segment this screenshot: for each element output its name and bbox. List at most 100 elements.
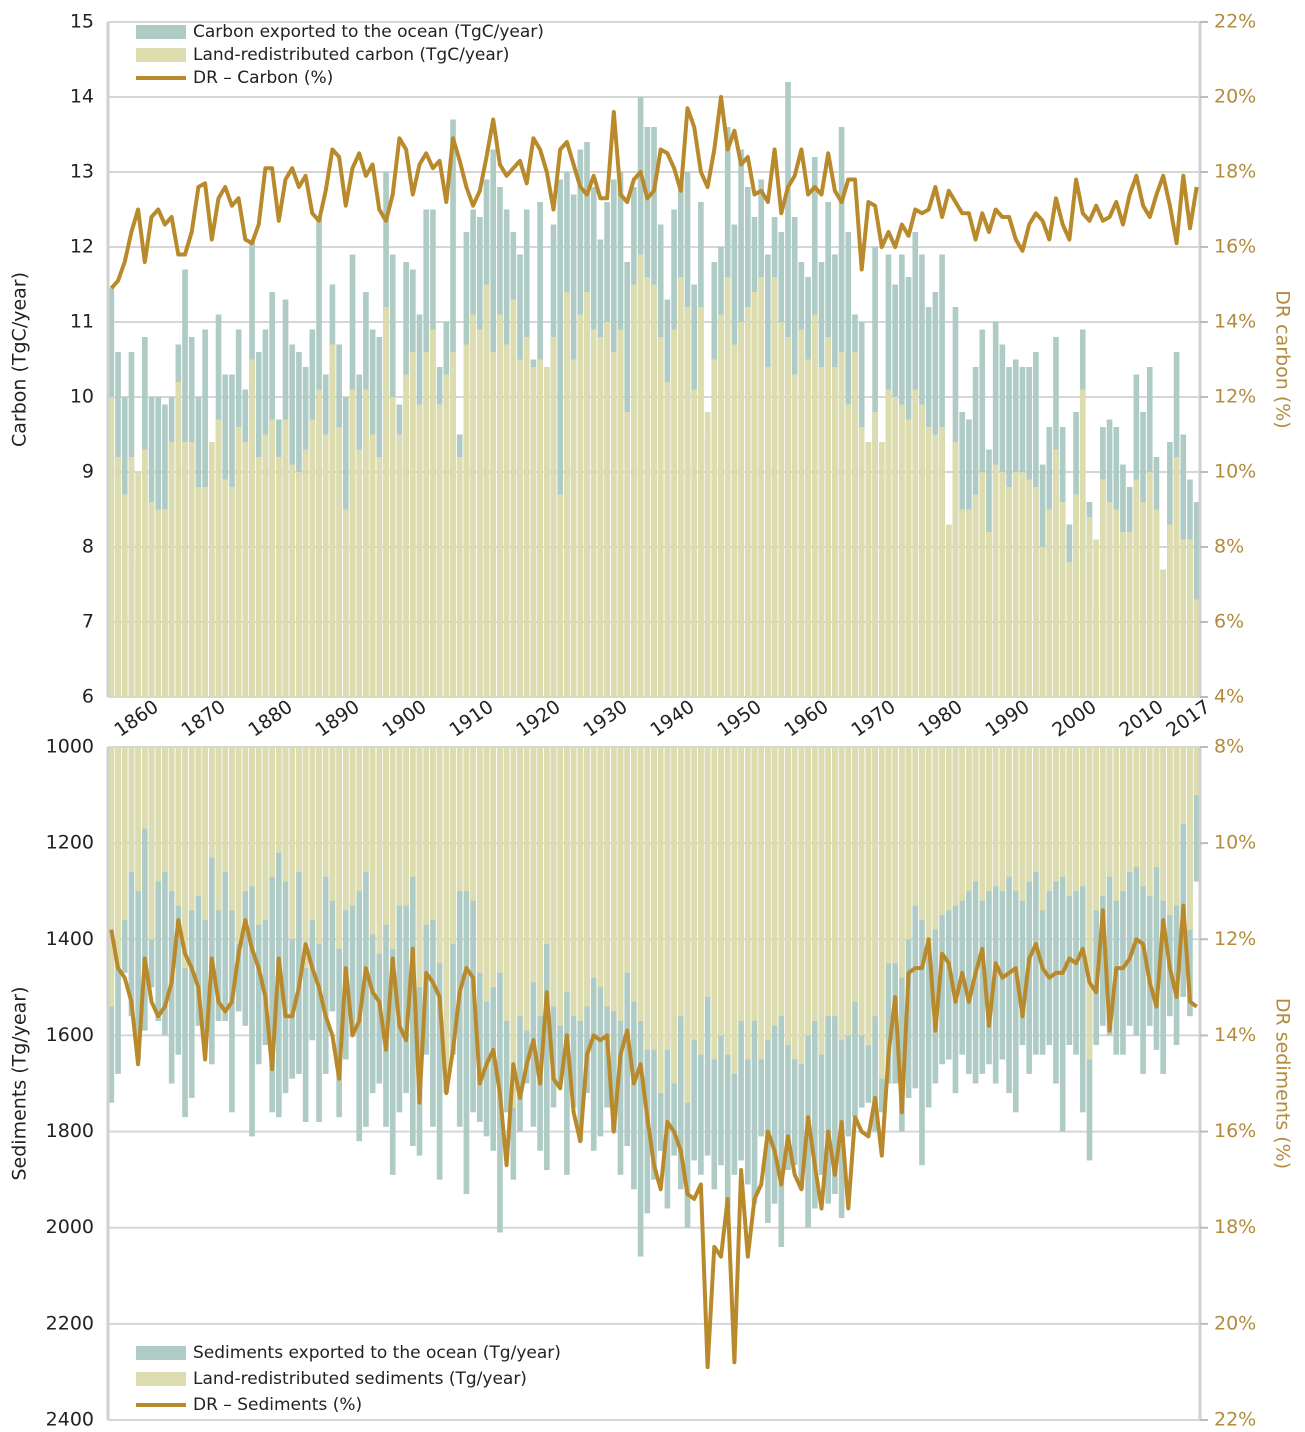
bar xyxy=(282,419,289,697)
bar xyxy=(852,747,858,1002)
bar xyxy=(1033,747,1039,1055)
bar xyxy=(899,747,905,978)
bar xyxy=(677,747,684,1017)
bar xyxy=(229,487,235,697)
bar xyxy=(1133,479,1140,697)
bar xyxy=(229,747,235,1113)
bar xyxy=(349,389,356,697)
bar xyxy=(322,434,329,697)
bar xyxy=(624,747,631,973)
bar xyxy=(168,442,175,697)
bar xyxy=(1133,747,1140,1036)
bar xyxy=(369,434,376,697)
bar xyxy=(584,292,590,697)
bar xyxy=(959,509,965,697)
bar xyxy=(302,747,309,969)
bar xyxy=(677,277,684,697)
y2-tick-label: 22% xyxy=(1214,11,1256,33)
bar xyxy=(396,747,403,1113)
bar xyxy=(128,747,135,872)
bar xyxy=(825,337,831,697)
y-tick-label: 13 xyxy=(70,161,94,183)
bar xyxy=(215,747,222,911)
x-tick-label: 1900 xyxy=(378,696,430,742)
bar xyxy=(1146,747,1153,897)
bar xyxy=(490,747,497,988)
bar xyxy=(497,747,503,973)
bar xyxy=(530,747,537,983)
y-tick-label: 1200 xyxy=(46,832,94,854)
bar xyxy=(1140,747,1146,1074)
bar xyxy=(771,747,778,1026)
bar xyxy=(202,747,208,921)
bar xyxy=(657,337,664,697)
bar xyxy=(188,747,195,911)
bar xyxy=(966,747,972,1074)
bar xyxy=(1167,747,1173,916)
bar xyxy=(805,359,811,697)
y2-tick-label: 10% xyxy=(1214,461,1256,483)
y2-tick-label: 20% xyxy=(1214,86,1256,108)
bar xyxy=(704,747,711,997)
bar xyxy=(309,747,316,921)
y-tick-label: 2000 xyxy=(46,1216,94,1238)
x-tick-label: 1980 xyxy=(914,696,966,742)
bar xyxy=(771,277,778,697)
y2-axis-title: DR sediments (%) xyxy=(1272,998,1294,1169)
bar xyxy=(410,352,416,697)
bar xyxy=(289,464,296,697)
bar xyxy=(517,359,523,697)
bar xyxy=(477,747,483,973)
bar xyxy=(590,329,597,697)
bar xyxy=(148,502,155,697)
bar xyxy=(651,284,657,697)
bar xyxy=(289,747,296,940)
bar xyxy=(316,389,322,697)
bar xyxy=(1120,747,1126,892)
bar xyxy=(872,412,878,697)
bar xyxy=(537,359,543,697)
bar xyxy=(403,374,409,697)
bar xyxy=(523,747,530,1031)
bar xyxy=(952,747,959,906)
bar xyxy=(490,352,497,697)
y-tick-label: 9 xyxy=(82,461,94,483)
bar xyxy=(416,404,423,697)
bar xyxy=(671,329,677,697)
bar xyxy=(865,442,872,697)
bar xyxy=(610,352,617,697)
bar xyxy=(470,747,476,1113)
bar xyxy=(952,442,959,697)
bar xyxy=(671,747,677,1084)
bar xyxy=(430,329,436,697)
bar xyxy=(1053,449,1059,697)
bar xyxy=(791,374,798,697)
bar xyxy=(972,747,979,1084)
bar xyxy=(852,352,858,697)
bar xyxy=(1066,747,1073,897)
bar xyxy=(121,494,128,697)
bar xyxy=(1187,539,1193,697)
bar xyxy=(1086,747,1093,1060)
bar xyxy=(1100,479,1106,697)
bar xyxy=(389,397,396,697)
y-tick-label: 2200 xyxy=(46,1312,94,1334)
y2-tick-label: 16% xyxy=(1214,1120,1256,1142)
bar xyxy=(356,449,363,697)
bar xyxy=(1053,747,1059,1084)
bar xyxy=(878,442,885,697)
bar xyxy=(751,747,758,1022)
bar xyxy=(222,479,229,697)
bar xyxy=(644,747,651,1050)
bar xyxy=(932,434,939,697)
x-tick-label: 1860 xyxy=(110,696,162,742)
bar xyxy=(436,404,443,697)
bar xyxy=(845,404,852,697)
bar xyxy=(1066,562,1073,697)
bar xyxy=(1160,747,1166,901)
bar xyxy=(604,747,610,1007)
bar xyxy=(456,457,463,697)
x-tick-label: 1880 xyxy=(244,696,296,742)
bar xyxy=(276,747,282,1118)
bar xyxy=(162,747,168,872)
